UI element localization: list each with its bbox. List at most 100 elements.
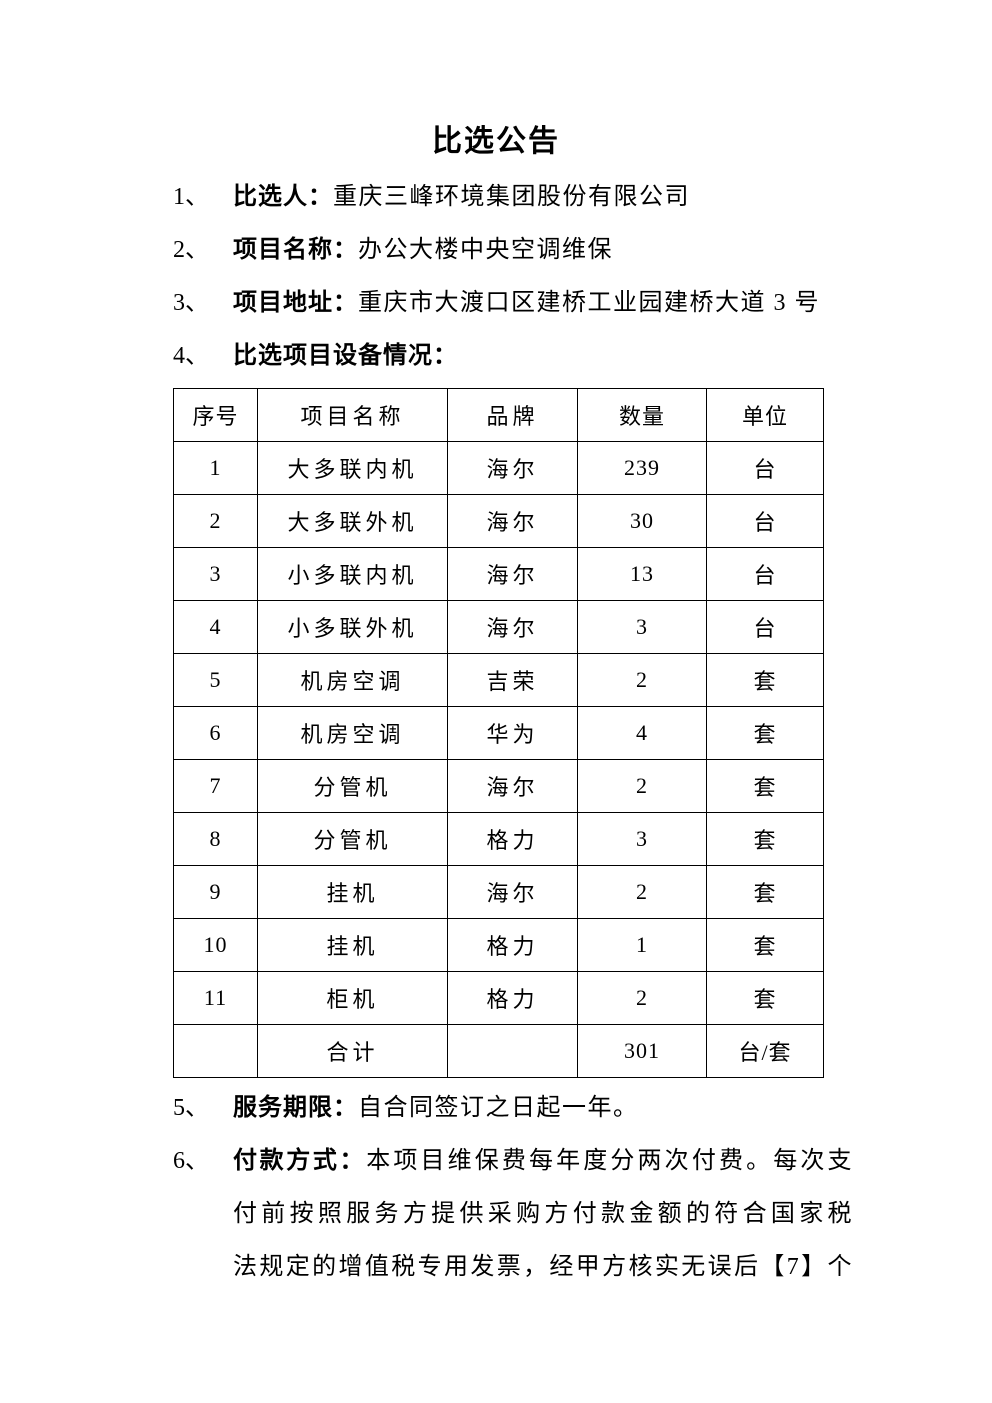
table-header-row: 序号 项目名称 品牌 数量 单位 <box>173 388 824 442</box>
cell-quantity: 2 <box>577 653 707 707</box>
header-brand: 品牌 <box>447 388 578 442</box>
cell-unit: 套 <box>706 653 824 707</box>
cell-quantity: 301 <box>577 1024 707 1078</box>
header-unit: 单位 <box>706 388 824 442</box>
item-5-label: 服务期限： <box>233 1095 358 1121</box>
table-row: 11 柜机 格力 2 套 <box>173 971 824 1025</box>
cell-project-name: 分管机 <box>257 759 448 813</box>
cell-quantity: 13 <box>577 547 707 601</box>
cell-unit: 台 <box>706 547 824 601</box>
table-row: 9 挂机 海尔 2 套 <box>173 865 824 919</box>
cell-quantity: 3 <box>577 812 707 866</box>
cell-unit: 台 <box>706 494 824 548</box>
table-row: 3 小多联内机 海尔 13 台 <box>173 547 824 601</box>
cell-index: 6 <box>173 706 258 760</box>
cell-brand: 格力 <box>447 971 578 1025</box>
equipment-table-header: 序号 项目名称 品牌 数量 单位 <box>173 388 824 442</box>
item-3-value: 重庆市大渡口区建桥工业园建桥大道 3 号 <box>358 290 820 316</box>
header-quantity: 数量 <box>577 388 707 442</box>
item-4-text: 比选项目设备情况： <box>233 330 853 383</box>
item-6-number: 6、 <box>173 1148 209 1174</box>
cell-project-name: 挂机 <box>257 865 448 919</box>
cell-index: 8 <box>173 812 258 866</box>
cell-index: 3 <box>173 547 258 601</box>
cell-brand: 海尔 <box>447 600 578 654</box>
item-6-label: 付款方式： <box>233 1148 367 1174</box>
cell-quantity: 2 <box>577 865 707 919</box>
cell-project-name: 挂机 <box>257 918 448 972</box>
item-4-number: 4、 <box>173 343 209 369</box>
list-item-2: 2、 项目名称：办公大楼中央空调维保 <box>173 224 853 277</box>
cell-quantity: 2 <box>577 971 707 1025</box>
cell-quantity: 4 <box>577 706 707 760</box>
list-item-5: 5、 服务期限：自合同签订之日起一年。 <box>173 1082 853 1135</box>
cell-unit: 套 <box>706 759 824 813</box>
item-5-number: 5、 <box>173 1095 209 1121</box>
cell-project-name: 分管机 <box>257 812 448 866</box>
item-6-line-3: 法规定的增值税专用发票，经甲方核实无误后【7】个 <box>233 1254 853 1280</box>
cell-index: 5 <box>173 653 258 707</box>
cell-index: 2 <box>173 494 258 548</box>
cell-index <box>173 1024 258 1078</box>
cell-brand: 格力 <box>447 918 578 972</box>
header-project-name: 项目名称 <box>257 388 448 442</box>
cell-project-name: 小多联内机 <box>257 547 448 601</box>
cell-unit: 台 <box>706 600 824 654</box>
table-row: 合计 301 台/套 <box>173 1024 824 1078</box>
cell-unit: 套 <box>706 918 824 972</box>
table-row: 8 分管机 格力 3 套 <box>173 812 824 866</box>
item-6-text: 付款方式：本项目维保费每年度分两次付费。每次支 付前按照服务方提供采购方付款金额… <box>233 1135 853 1294</box>
cell-brand: 海尔 <box>447 865 578 919</box>
cell-brand: 海尔 <box>447 441 578 495</box>
item-1-text: 比选人：重庆三峰环境集团股份有限公司 <box>233 171 853 224</box>
cell-project-name: 合计 <box>257 1024 448 1078</box>
item-3-number: 3、 <box>173 290 209 316</box>
cell-brand: 海尔 <box>447 547 578 601</box>
cell-brand: 华为 <box>447 706 578 760</box>
cell-project-name: 机房空调 <box>257 706 448 760</box>
item-3-text: 项目地址：重庆市大渡口区建桥工业园建桥大道 3 号 <box>233 277 853 330</box>
item-4-label: 比选项目设备情况： <box>233 343 458 369</box>
header-index: 序号 <box>173 388 258 442</box>
item-1-label: 比选人： <box>233 184 333 210</box>
cell-project-name: 柜机 <box>257 971 448 1025</box>
list-item-6: 6、 付款方式：本项目维保费每年度分两次付费。每次支 付前按照服务方提供采购方付… <box>173 1135 853 1294</box>
item-2-value: 办公大楼中央空调维保 <box>358 237 613 263</box>
cell-project-name: 大多联外机 <box>257 494 448 548</box>
cell-unit: 台 <box>706 441 824 495</box>
table-row: 2 大多联外机 海尔 30 台 <box>173 494 824 548</box>
item-2-label: 项目名称： <box>233 237 358 263</box>
cell-brand: 吉荣 <box>447 653 578 707</box>
item-1-number: 1、 <box>173 184 209 210</box>
cell-unit: 套 <box>706 865 824 919</box>
equipment-table-body: 1 大多联内机 海尔 239 台 2 大多联外机 海尔 30 台 3 小多联内机… <box>173 441 824 1078</box>
cell-project-name: 机房空调 <box>257 653 448 707</box>
cell-quantity: 3 <box>577 600 707 654</box>
item-6-line-1: 付款方式：本项目维保费每年度分两次付费。每次支 <box>233 1135 853 1188</box>
item-2-text: 项目名称：办公大楼中央空调维保 <box>233 224 853 277</box>
cell-quantity: 1 <box>577 918 707 972</box>
item-6-line-1-text: 本项目维保费每年度分两次付费。每次支 <box>366 1148 854 1174</box>
cell-unit: 台/套 <box>706 1024 824 1078</box>
equipment-table: 序号 项目名称 品牌 数量 单位 1 大多联内机 海尔 239 台 2 大多联外… <box>173 388 824 1078</box>
item-3-label: 项目地址： <box>233 290 358 316</box>
item-5-text: 服务期限：自合同签订之日起一年。 <box>233 1082 853 1135</box>
cell-brand: 海尔 <box>447 759 578 813</box>
cell-unit: 套 <box>706 812 824 866</box>
cell-index: 4 <box>173 600 258 654</box>
list-item-1: 1、 比选人：重庆三峰环境集团股份有限公司 <box>173 171 853 224</box>
page-title: 比选公告 <box>432 125 560 158</box>
cell-index: 7 <box>173 759 258 813</box>
item-1-value: 重庆三峰环境集团股份有限公司 <box>333 184 690 210</box>
cell-project-name: 小多联外机 <box>257 600 448 654</box>
cell-brand: 海尔 <box>447 494 578 548</box>
cell-quantity: 2 <box>577 759 707 813</box>
item-5-value: 自合同签订之日起一年。 <box>358 1095 639 1121</box>
cell-index: 1 <box>173 441 258 495</box>
list-item-3: 3、 项目地址：重庆市大渡口区建桥工业园建桥大道 3 号 <box>173 277 853 330</box>
table-row: 1 大多联内机 海尔 239 台 <box>173 441 824 495</box>
table-row: 6 机房空调 华为 4 套 <box>173 706 824 760</box>
cell-unit: 套 <box>706 706 824 760</box>
table-row: 5 机房空调 吉荣 2 套 <box>173 653 824 707</box>
